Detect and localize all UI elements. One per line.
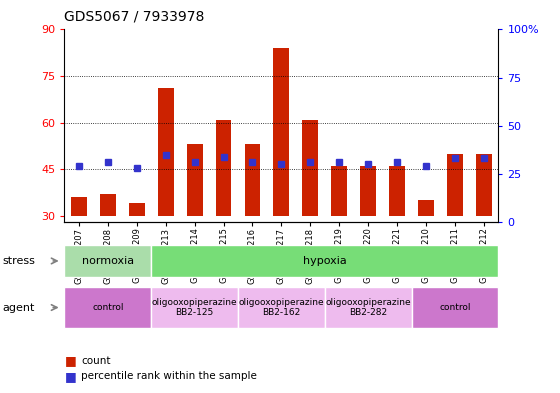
Text: GDS5067 / 7933978: GDS5067 / 7933978 [64, 10, 205, 24]
Text: ■: ■ [64, 370, 76, 383]
Text: normoxia: normoxia [82, 256, 134, 266]
Text: control: control [439, 303, 471, 312]
Bar [447, 154, 463, 216]
Bar [332, 166, 347, 216]
Text: count: count [81, 356, 111, 366]
Bar [273, 48, 290, 216]
Bar [476, 154, 492, 216]
Text: hypoxia: hypoxia [303, 256, 347, 266]
Bar [71, 197, 87, 216]
Text: agent: agent [3, 303, 35, 312]
Bar [418, 200, 434, 216]
Text: ■: ■ [64, 354, 76, 367]
Bar [129, 204, 144, 216]
Bar [216, 119, 231, 216]
Bar [245, 144, 260, 216]
Bar [158, 88, 174, 216]
Text: oligooxopiperazine
BB2-162: oligooxopiperazine BB2-162 [239, 298, 324, 317]
Text: percentile rank within the sample: percentile rank within the sample [81, 371, 257, 382]
Text: control: control [92, 303, 124, 312]
Text: oligooxopiperazine
BB2-282: oligooxopiperazine BB2-282 [325, 298, 411, 317]
Bar [100, 194, 116, 216]
Bar [389, 166, 405, 216]
Bar [360, 166, 376, 216]
Text: oligooxopiperazine
BB2-125: oligooxopiperazine BB2-125 [152, 298, 237, 317]
Text: stress: stress [3, 256, 36, 266]
Bar [186, 144, 203, 216]
Bar [302, 119, 318, 216]
